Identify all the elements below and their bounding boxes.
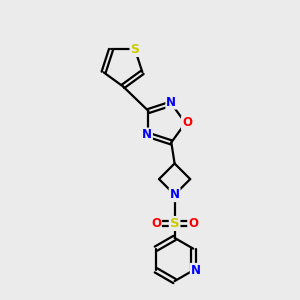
Text: O: O (182, 116, 192, 130)
Text: N: N (142, 128, 152, 142)
Text: S: S (170, 217, 179, 230)
Text: N: N (191, 264, 201, 277)
Text: N: N (169, 188, 180, 201)
Text: O: O (151, 217, 161, 230)
Text: S: S (130, 43, 140, 56)
Text: O: O (188, 217, 198, 230)
Text: N: N (166, 96, 176, 109)
